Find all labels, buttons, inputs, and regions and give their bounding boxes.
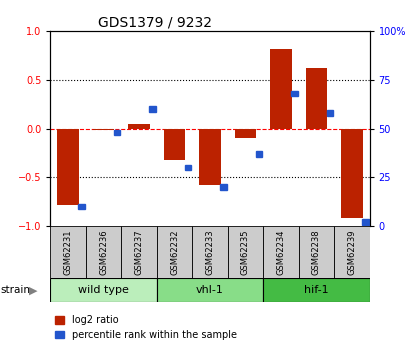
Text: GSM62236: GSM62236 <box>99 229 108 275</box>
Text: strain: strain <box>1 286 31 295</box>
Text: GSM62239: GSM62239 <box>347 229 356 275</box>
Bar <box>291 91 298 96</box>
Bar <box>93 128 114 130</box>
Text: hif-1: hif-1 <box>304 285 329 295</box>
Bar <box>114 130 120 135</box>
Bar <box>341 128 362 218</box>
Bar <box>185 165 191 170</box>
Text: GSM62232: GSM62232 <box>170 229 179 275</box>
Bar <box>228 226 263 278</box>
Bar <box>50 278 157 302</box>
Bar <box>157 226 192 278</box>
Bar <box>270 49 291 128</box>
Text: ▶: ▶ <box>29 286 37 295</box>
Text: GSM62235: GSM62235 <box>241 229 250 275</box>
Bar <box>327 110 333 116</box>
Bar <box>220 184 227 190</box>
Text: GSM62233: GSM62233 <box>205 229 215 275</box>
Bar <box>200 128 221 185</box>
Text: GSM62238: GSM62238 <box>312 229 321 275</box>
Text: wild type: wild type <box>78 285 129 295</box>
Bar <box>256 151 262 157</box>
Bar <box>192 226 228 278</box>
Bar <box>86 226 121 278</box>
Bar <box>50 226 86 278</box>
Text: GSM62234: GSM62234 <box>276 229 286 275</box>
Bar <box>121 226 157 278</box>
Bar <box>157 278 263 302</box>
Bar <box>263 278 370 302</box>
Text: GSM62231: GSM62231 <box>64 229 73 275</box>
Bar <box>235 128 256 138</box>
Legend: log2 ratio, percentile rank within the sample: log2 ratio, percentile rank within the s… <box>55 315 237 340</box>
Bar <box>58 128 79 205</box>
Bar <box>299 226 334 278</box>
Bar <box>306 68 327 128</box>
Bar <box>334 226 370 278</box>
Bar <box>79 204 85 209</box>
Bar <box>150 106 156 112</box>
Bar <box>164 128 185 160</box>
Bar <box>362 219 368 225</box>
Bar <box>263 226 299 278</box>
Text: vhl-1: vhl-1 <box>196 285 224 295</box>
Text: GSM62237: GSM62237 <box>134 229 144 275</box>
Bar <box>129 124 150 128</box>
Text: GDS1379 / 9232: GDS1379 / 9232 <box>98 16 212 30</box>
